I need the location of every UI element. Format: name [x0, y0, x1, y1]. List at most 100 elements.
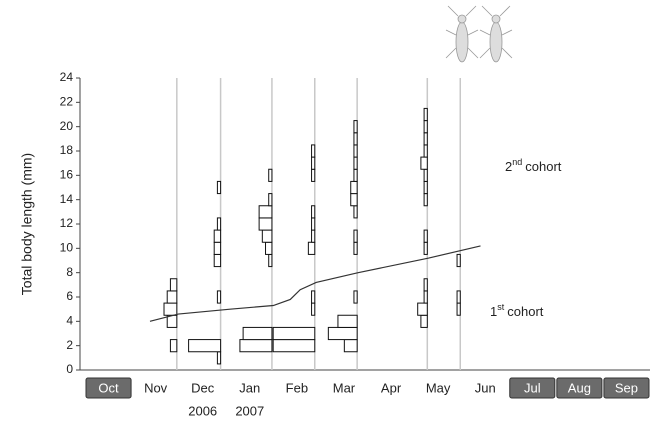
frequency-bar — [312, 303, 315, 315]
cohort-suffix: st — [497, 302, 505, 312]
y-tick-label: 2 — [66, 338, 73, 352]
frequency-bar — [354, 157, 357, 169]
cohort-suffix: nd — [512, 157, 522, 167]
y-tick-label: 20 — [60, 119, 74, 133]
frequency-bar — [273, 327, 315, 339]
x-tick-label: Aug — [568, 380, 591, 395]
frequency-bar — [214, 230, 220, 242]
frequency-bar — [354, 291, 357, 303]
frequency-bar — [308, 242, 314, 254]
frequency-bar — [189, 340, 221, 352]
insect-icons — [446, 6, 512, 62]
x-tick-label: Jun — [475, 380, 496, 395]
frequency-bar — [424, 181, 427, 193]
year-label: 2007 — [235, 403, 264, 418]
frequency-bar — [170, 279, 176, 291]
frequency-bar — [269, 194, 272, 206]
x-tick-label: Jul — [524, 380, 541, 395]
y-tick-label: 0 — [66, 362, 73, 376]
frequency-bar — [262, 230, 272, 242]
frequency-bar — [424, 145, 427, 157]
x-tick-label: Feb — [286, 380, 308, 395]
frequency-bar — [269, 169, 272, 181]
frequency-bar — [424, 169, 427, 181]
frequency-bar — [354, 169, 357, 181]
frequency-bar — [217, 218, 220, 230]
frequency-bar — [424, 121, 427, 133]
frequency-bar — [269, 254, 272, 266]
y-tick-label: 6 — [66, 289, 73, 303]
y-axis-label: Total body length (mm) — [19, 153, 35, 295]
frequency-bar — [424, 230, 427, 242]
frequency-bar — [424, 194, 427, 206]
frequency-bar — [421, 157, 427, 169]
frequency-bar — [217, 352, 220, 364]
y-tick-label: 14 — [60, 192, 74, 206]
frequency-bar — [217, 181, 220, 193]
frequency-bar — [266, 242, 272, 254]
chart: Total body length (mm) 2ndcohort 1stcoho… — [0, 0, 655, 425]
frequency-bar — [354, 145, 357, 157]
frequency-bar — [457, 291, 460, 303]
frequency-bar — [354, 242, 357, 254]
y-tick-label: 12 — [60, 216, 74, 230]
frequency-bar — [424, 279, 427, 291]
frequency-bar — [354, 121, 357, 133]
frequency-bar — [170, 340, 176, 352]
frequency-bar — [424, 242, 427, 254]
y-tick-label: 4 — [66, 314, 73, 328]
frequency-bar — [354, 133, 357, 145]
year-label: 2006 — [188, 403, 217, 418]
frequency-bar — [457, 254, 460, 266]
cohort-ordinal: 1 — [490, 304, 497, 319]
frequency-bar — [240, 340, 272, 352]
frequency-bar — [354, 230, 357, 242]
frequency-bar — [164, 303, 177, 315]
frequency-bar — [217, 291, 220, 303]
x-tick-label: Oct — [98, 380, 119, 395]
frequency-bar — [344, 340, 357, 352]
frequency-bar — [424, 108, 427, 120]
y-tick-label: 10 — [60, 241, 74, 255]
y-tick-label: 24 — [60, 70, 74, 84]
y-tick-label: 16 — [60, 168, 74, 182]
frequency-bar — [259, 206, 272, 218]
frequency-bar — [312, 218, 315, 230]
y-tick-label: 18 — [60, 143, 74, 157]
x-tick-label: Apr — [381, 380, 402, 395]
frequency-bar — [312, 206, 315, 218]
x-tick-label: Dec — [191, 380, 215, 395]
frequency-bar — [259, 218, 272, 230]
frequency-bar — [328, 327, 357, 339]
frequency-bar — [421, 315, 427, 327]
y-tick-label: 22 — [60, 95, 74, 109]
cohort-text: cohort — [525, 159, 562, 174]
frequency-bar — [312, 145, 315, 157]
frequency-bar — [424, 133, 427, 145]
frequency-bar — [351, 194, 357, 206]
frequency-bar — [424, 291, 427, 303]
x-tick-label: Sep — [615, 380, 638, 395]
frequency-bar — [312, 230, 315, 242]
frequency-bar — [243, 327, 272, 339]
frequency-bar — [273, 340, 315, 352]
frequency-bar — [167, 291, 177, 303]
cohort-text: cohort — [507, 304, 544, 319]
x-tick-label: Mar — [333, 380, 356, 395]
frequency-bar — [354, 206, 357, 218]
frequency-bar — [457, 303, 460, 315]
frequency-bar — [312, 157, 315, 169]
frequency-bar — [338, 315, 357, 327]
frequency-bar — [351, 181, 357, 193]
frequency-bar — [214, 254, 220, 266]
frequency-bar — [312, 291, 315, 303]
x-tick-label: May — [426, 380, 451, 395]
y-tick-label: 8 — [66, 265, 73, 279]
x-tick-label: Jan — [239, 380, 260, 395]
frequency-bar — [312, 169, 315, 181]
x-tick-label: Nov — [144, 380, 168, 395]
cohort-ordinal: 2 — [505, 159, 512, 174]
frequency-bar — [418, 303, 428, 315]
